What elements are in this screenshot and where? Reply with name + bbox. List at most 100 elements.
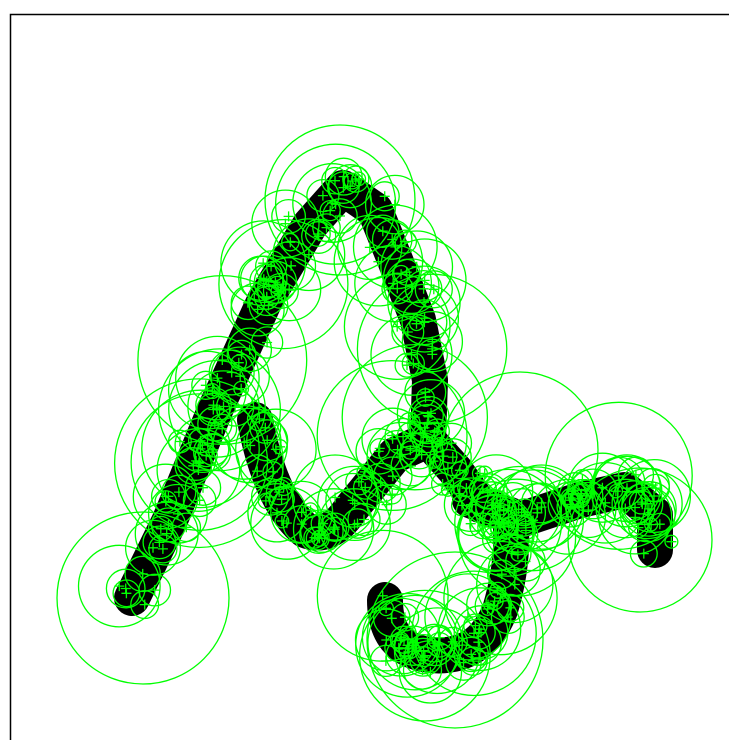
keypoint-circle — [317, 465, 393, 542]
keypoint-center — [309, 532, 320, 543]
keypoint-center — [217, 423, 228, 434]
keypoint-circle — [366, 551, 544, 729]
keypoint-circle — [352, 475, 378, 500]
keypoint-center — [157, 543, 168, 554]
keypoint-circle — [272, 439, 288, 455]
keypoint-center — [447, 452, 458, 463]
keypoint-center — [274, 487, 285, 498]
keypoint-center — [666, 536, 677, 547]
keypoint-center — [600, 497, 611, 508]
keypoint-circle — [327, 171, 360, 204]
keypoints — [56, 124, 713, 729]
keypoint-circle — [450, 461, 469, 480]
keypoint-circle — [437, 587, 522, 672]
keypoint-circle — [262, 272, 299, 309]
keypoint-circle — [207, 413, 238, 444]
keypoint-center — [349, 519, 360, 530]
keypoint-center — [374, 443, 385, 454]
keypoint-center — [191, 455, 202, 466]
keypoint-center — [532, 507, 543, 518]
keypoint-center — [120, 583, 131, 594]
keypoint-center — [398, 431, 409, 442]
keypoint-circle — [352, 204, 438, 290]
keypoint-circle — [367, 594, 463, 691]
keypoint-circle — [401, 351, 425, 376]
keypoint-circle — [491, 498, 516, 523]
keypoint-circle — [176, 440, 217, 481]
keypoint-center — [588, 488, 599, 499]
keypoint-center — [121, 588, 132, 599]
keypoint-circle — [424, 573, 512, 661]
keypoint-circle — [105, 568, 146, 609]
keypoint-circle — [148, 534, 178, 564]
keypoint-circle — [274, 513, 290, 529]
keypoint-circle — [253, 283, 280, 310]
keypoint-center — [239, 437, 250, 448]
keypoint-circle — [400, 440, 420, 460]
keypoint-circle — [486, 559, 517, 590]
keypoint-center — [137, 568, 148, 579]
keypoint-circle — [141, 389, 260, 509]
keypoint-center — [387, 489, 398, 500]
keypoint-circle — [401, 299, 448, 346]
keypoint-circle — [318, 488, 391, 562]
keypoint-circle — [409, 316, 424, 332]
keypoint-circle — [303, 526, 326, 549]
keypoint-center — [359, 514, 369, 525]
keypoint-circle — [364, 174, 425, 235]
keypoint-circle — [544, 401, 693, 550]
keypoint-circle — [377, 429, 418, 470]
keypoint-circle — [322, 516, 348, 542]
keypoint-center — [381, 635, 392, 645]
keypoint-circle — [476, 545, 554, 624]
keypoint-center — [276, 494, 287, 505]
keypoint-circle — [664, 534, 679, 549]
keypoint-circle — [342, 165, 370, 193]
keypoint-circle — [250, 477, 289, 516]
keypoint-circle — [304, 221, 331, 247]
keypoint-center — [264, 491, 275, 502]
keypoint-circle — [132, 463, 199, 530]
keypoint-center — [419, 317, 430, 328]
keypoint-center — [483, 599, 493, 610]
keypoint-circle — [226, 339, 257, 370]
keypoint-center — [418, 283, 429, 294]
keypoint-circle — [321, 166, 349, 195]
keypoint-circle — [356, 463, 374, 481]
keypoint-circle — [264, 124, 416, 276]
keypoint-circle — [343, 172, 361, 190]
keypoint-center — [194, 495, 205, 506]
keypoint-center — [486, 500, 497, 511]
keypoint-center — [244, 344, 255, 355]
keypoint-circle — [443, 540, 558, 656]
keypoint-center — [418, 652, 429, 663]
keypoint-center — [395, 635, 406, 646]
keypoint-center — [218, 401, 229, 412]
keypoint-circle — [475, 488, 509, 523]
keypoint-circle — [147, 515, 174, 542]
keypoint-circle — [567, 468, 619, 520]
keypoint-center — [280, 218, 291, 229]
keypoint-circle — [361, 407, 424, 471]
keypoint-center — [154, 537, 165, 548]
keypoint-circle — [206, 404, 282, 480]
keypoint-center — [329, 524, 340, 535]
keypoint-center — [236, 349, 247, 360]
keypoint-circle — [384, 633, 414, 663]
keypoint-circle — [567, 467, 713, 613]
keypoint-circle — [369, 437, 391, 459]
keypoint-circle — [130, 590, 160, 620]
keypoint-circle — [257, 257, 322, 322]
keypoint-center — [387, 234, 398, 245]
keypoint-center — [379, 191, 390, 202]
keypoint-center — [411, 318, 422, 329]
keypoint-circle — [112, 579, 141, 608]
keypoint-circle — [416, 338, 449, 371]
keypoint-circle — [343, 273, 451, 381]
keypoint-center — [148, 542, 158, 553]
keypoint-center — [506, 548, 517, 559]
keypoint-circle — [130, 393, 269, 531]
keypoint-circle — [567, 452, 638, 523]
keypoint-center — [261, 291, 272, 302]
keypoint-center — [252, 466, 263, 477]
